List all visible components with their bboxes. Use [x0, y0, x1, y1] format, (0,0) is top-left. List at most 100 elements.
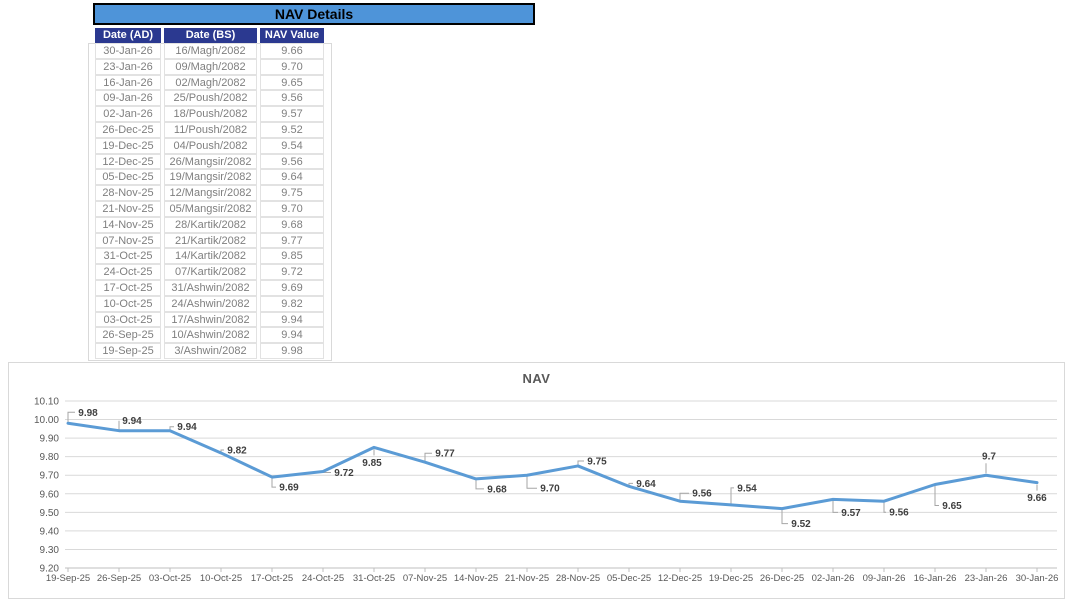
cell-date-ad: 30-Jan-26 — [95, 43, 161, 59]
data-label: 9.56 — [889, 508, 909, 519]
table-row: 23-Jan-26 09/Magh/2082 9.70 — [88, 58, 332, 75]
cell-date-ad: 26-Sep-25 — [95, 327, 161, 344]
cell-nav-value: 9.64 — [260, 169, 324, 186]
data-label: 9.7 — [982, 452, 996, 463]
data-label-leader — [883, 501, 886, 513]
table-row: 31-Oct-25 14/Kartik/2082 9.85 — [88, 248, 332, 265]
x-axis-tick-label: 23-Jan-26 — [965, 573, 1008, 584]
y-axis-tick-label: 9.80 — [40, 452, 60, 463]
cell-date-bs: 07/Kartik/2082 — [164, 264, 257, 280]
chart-title: NAV — [522, 371, 551, 386]
data-label: 9.64 — [636, 479, 656, 490]
x-axis-tick-label: 16-Jan-26 — [914, 573, 957, 584]
data-label: 9.82 — [227, 445, 247, 456]
cell-nav-value: 9.72 — [260, 264, 324, 280]
cell-date-ad: 19-Sep-25 — [95, 343, 161, 359]
data-label: 9.70 — [540, 484, 560, 495]
cell-date-bs: 09/Magh/2082 — [164, 58, 257, 75]
cell-date-bs: 02/Magh/2082 — [164, 74, 257, 91]
data-label-leader — [679, 492, 689, 502]
data-label: 9.52 — [791, 519, 811, 530]
data-label-leader — [475, 478, 484, 490]
col-header-date-ad: Date (AD) — [95, 28, 161, 43]
y-axis-tick-label: 9.70 — [40, 471, 60, 482]
cell-date-ad: 16-Jan-26 — [95, 74, 161, 91]
cell-date-bs: 16/Magh/2082 — [164, 43, 257, 59]
cell-date-bs: 11/Poush/2082 — [164, 121, 257, 138]
table-row: 26-Dec-25 11/Poush/2082 9.52 — [88, 121, 332, 138]
table-row: 26-Sep-25 10/Ashwin/2082 9.94 — [88, 327, 332, 344]
data-label-leader — [424, 452, 432, 463]
x-axis-tick-label: 12-Dec-25 — [658, 573, 702, 584]
y-axis-tick-label: 9.60 — [40, 489, 60, 500]
cell-date-ad: 05-Dec-25 — [95, 169, 161, 186]
cell-date-ad: 09-Jan-26 — [95, 90, 161, 107]
x-axis-tick-label: 17-Oct-25 — [251, 573, 293, 584]
x-axis-tick-label: 26-Dec-25 — [760, 573, 804, 584]
cell-date-ad: 07-Nov-25 — [95, 232, 161, 249]
x-axis-tick-label: 19-Dec-25 — [709, 573, 753, 584]
data-label: 9.98 — [78, 408, 98, 419]
x-axis-tick-label: 31-Oct-25 — [353, 573, 395, 584]
table-row: 07-Nov-25 21/Kartik/2082 9.77 — [88, 232, 332, 249]
cell-date-bs: 14/Kartik/2082 — [164, 248, 257, 265]
data-label: 9.75 — [587, 456, 607, 467]
table-row: 12-Dec-25 26/Mangsir/2082 9.56 — [88, 153, 332, 170]
x-axis-tick-label: 14-Nov-25 — [454, 573, 498, 584]
cell-nav-value: 9.98 — [260, 343, 324, 359]
table-row: 30-Jan-26 16/Magh/2082 9.66 — [88, 43, 332, 59]
nav-chart-panel: NAV 9.20 9.30 9.40 9.50 9.60 9.70 9.80 9.90 10.0… — [8, 362, 1065, 599]
data-label-leader — [526, 475, 537, 489]
cell-date-ad: 14-Nov-25 — [95, 216, 161, 233]
table-row: 21-Nov-25 05/Mangsir/2082 9.70 — [88, 200, 332, 217]
x-axis-tick-label: 28-Nov-25 — [556, 573, 600, 584]
cell-nav-value: 9.94 — [260, 311, 324, 328]
cell-date-ad: 23-Jan-26 — [95, 58, 161, 75]
cell-date-bs: 05/Mangsir/2082 — [164, 200, 257, 217]
x-axis-tick-label: 24-Oct-25 — [302, 573, 344, 584]
data-label-leader — [832, 499, 838, 513]
y-axis-tick-label: 9.40 — [40, 526, 60, 537]
cell-date-bs: 31/Ashwin/2082 — [164, 279, 257, 296]
cell-nav-value: 9.56 — [260, 153, 324, 170]
y-axis-tick-label: 9.30 — [40, 545, 60, 556]
data-label-leader — [781, 508, 788, 525]
y-axis-tick-label: 10.10 — [34, 397, 59, 408]
cell-nav-value: 9.77 — [260, 232, 324, 249]
cell-date-ad: 24-Oct-25 — [95, 264, 161, 280]
data-label-leader — [934, 484, 939, 506]
cell-date-bs: 3/Ashwin/2082 — [164, 343, 257, 359]
cell-nav-value: 9.65 — [260, 74, 324, 91]
x-axis-tick-label: 26-Sep-25 — [97, 573, 141, 584]
data-label-leader — [730, 487, 734, 505]
table-row: 19-Sep-25 3/Ashwin/2082 9.98 — [88, 343, 332, 359]
table-row: 10-Oct-25 24/Ashwin/2082 9.82 — [88, 295, 332, 312]
cell-nav-value: 9.69 — [260, 279, 324, 296]
cell-nav-value: 9.70 — [260, 200, 324, 217]
x-axis-tick-label: 09-Jan-26 — [863, 573, 906, 584]
col-header-date-bs: Date (BS) — [164, 28, 257, 43]
cell-nav-value: 9.66 — [260, 43, 324, 59]
cell-date-ad: 10-Oct-25 — [95, 295, 161, 312]
data-label: 9.69 — [279, 483, 299, 494]
table-row: 09-Jan-26 25/Poush/2082 9.56 — [88, 90, 332, 107]
data-label: 9.54 — [737, 483, 757, 494]
x-axis-tick-label: 02-Jan-26 — [812, 573, 855, 584]
cell-nav-value: 9.54 — [260, 137, 324, 154]
cell-date-bs: 17/Ashwin/2082 — [164, 311, 257, 328]
nav-line-chart-svg: 9.20 9.30 9.40 9.50 9.60 9.70 9.80 9.90 10.00 10.… — [34, 397, 1058, 585]
data-label: 9.56 — [692, 489, 712, 500]
cell-date-ad: 21-Nov-25 — [95, 200, 161, 217]
cell-date-bs: 10/Ashwin/2082 — [164, 327, 257, 344]
table-row: 28-Nov-25 12/Mangsir/2082 9.75 — [88, 185, 332, 201]
x-axis-tick-label: 07-Nov-25 — [403, 573, 447, 584]
data-label-leader — [271, 477, 276, 488]
y-axis-tick-label: 9.50 — [40, 508, 60, 519]
data-label: 9.57 — [841, 508, 861, 519]
cell-date-ad: 02-Jan-26 — [95, 106, 161, 122]
cell-date-bs: 18/Poush/2082 — [164, 106, 257, 122]
y-axis-tick-label: 9.20 — [40, 564, 60, 575]
cell-date-bs: 26/Mangsir/2082 — [164, 153, 257, 170]
data-label: 9.72 — [334, 468, 354, 479]
cell-date-ad: 31-Oct-25 — [95, 248, 161, 265]
